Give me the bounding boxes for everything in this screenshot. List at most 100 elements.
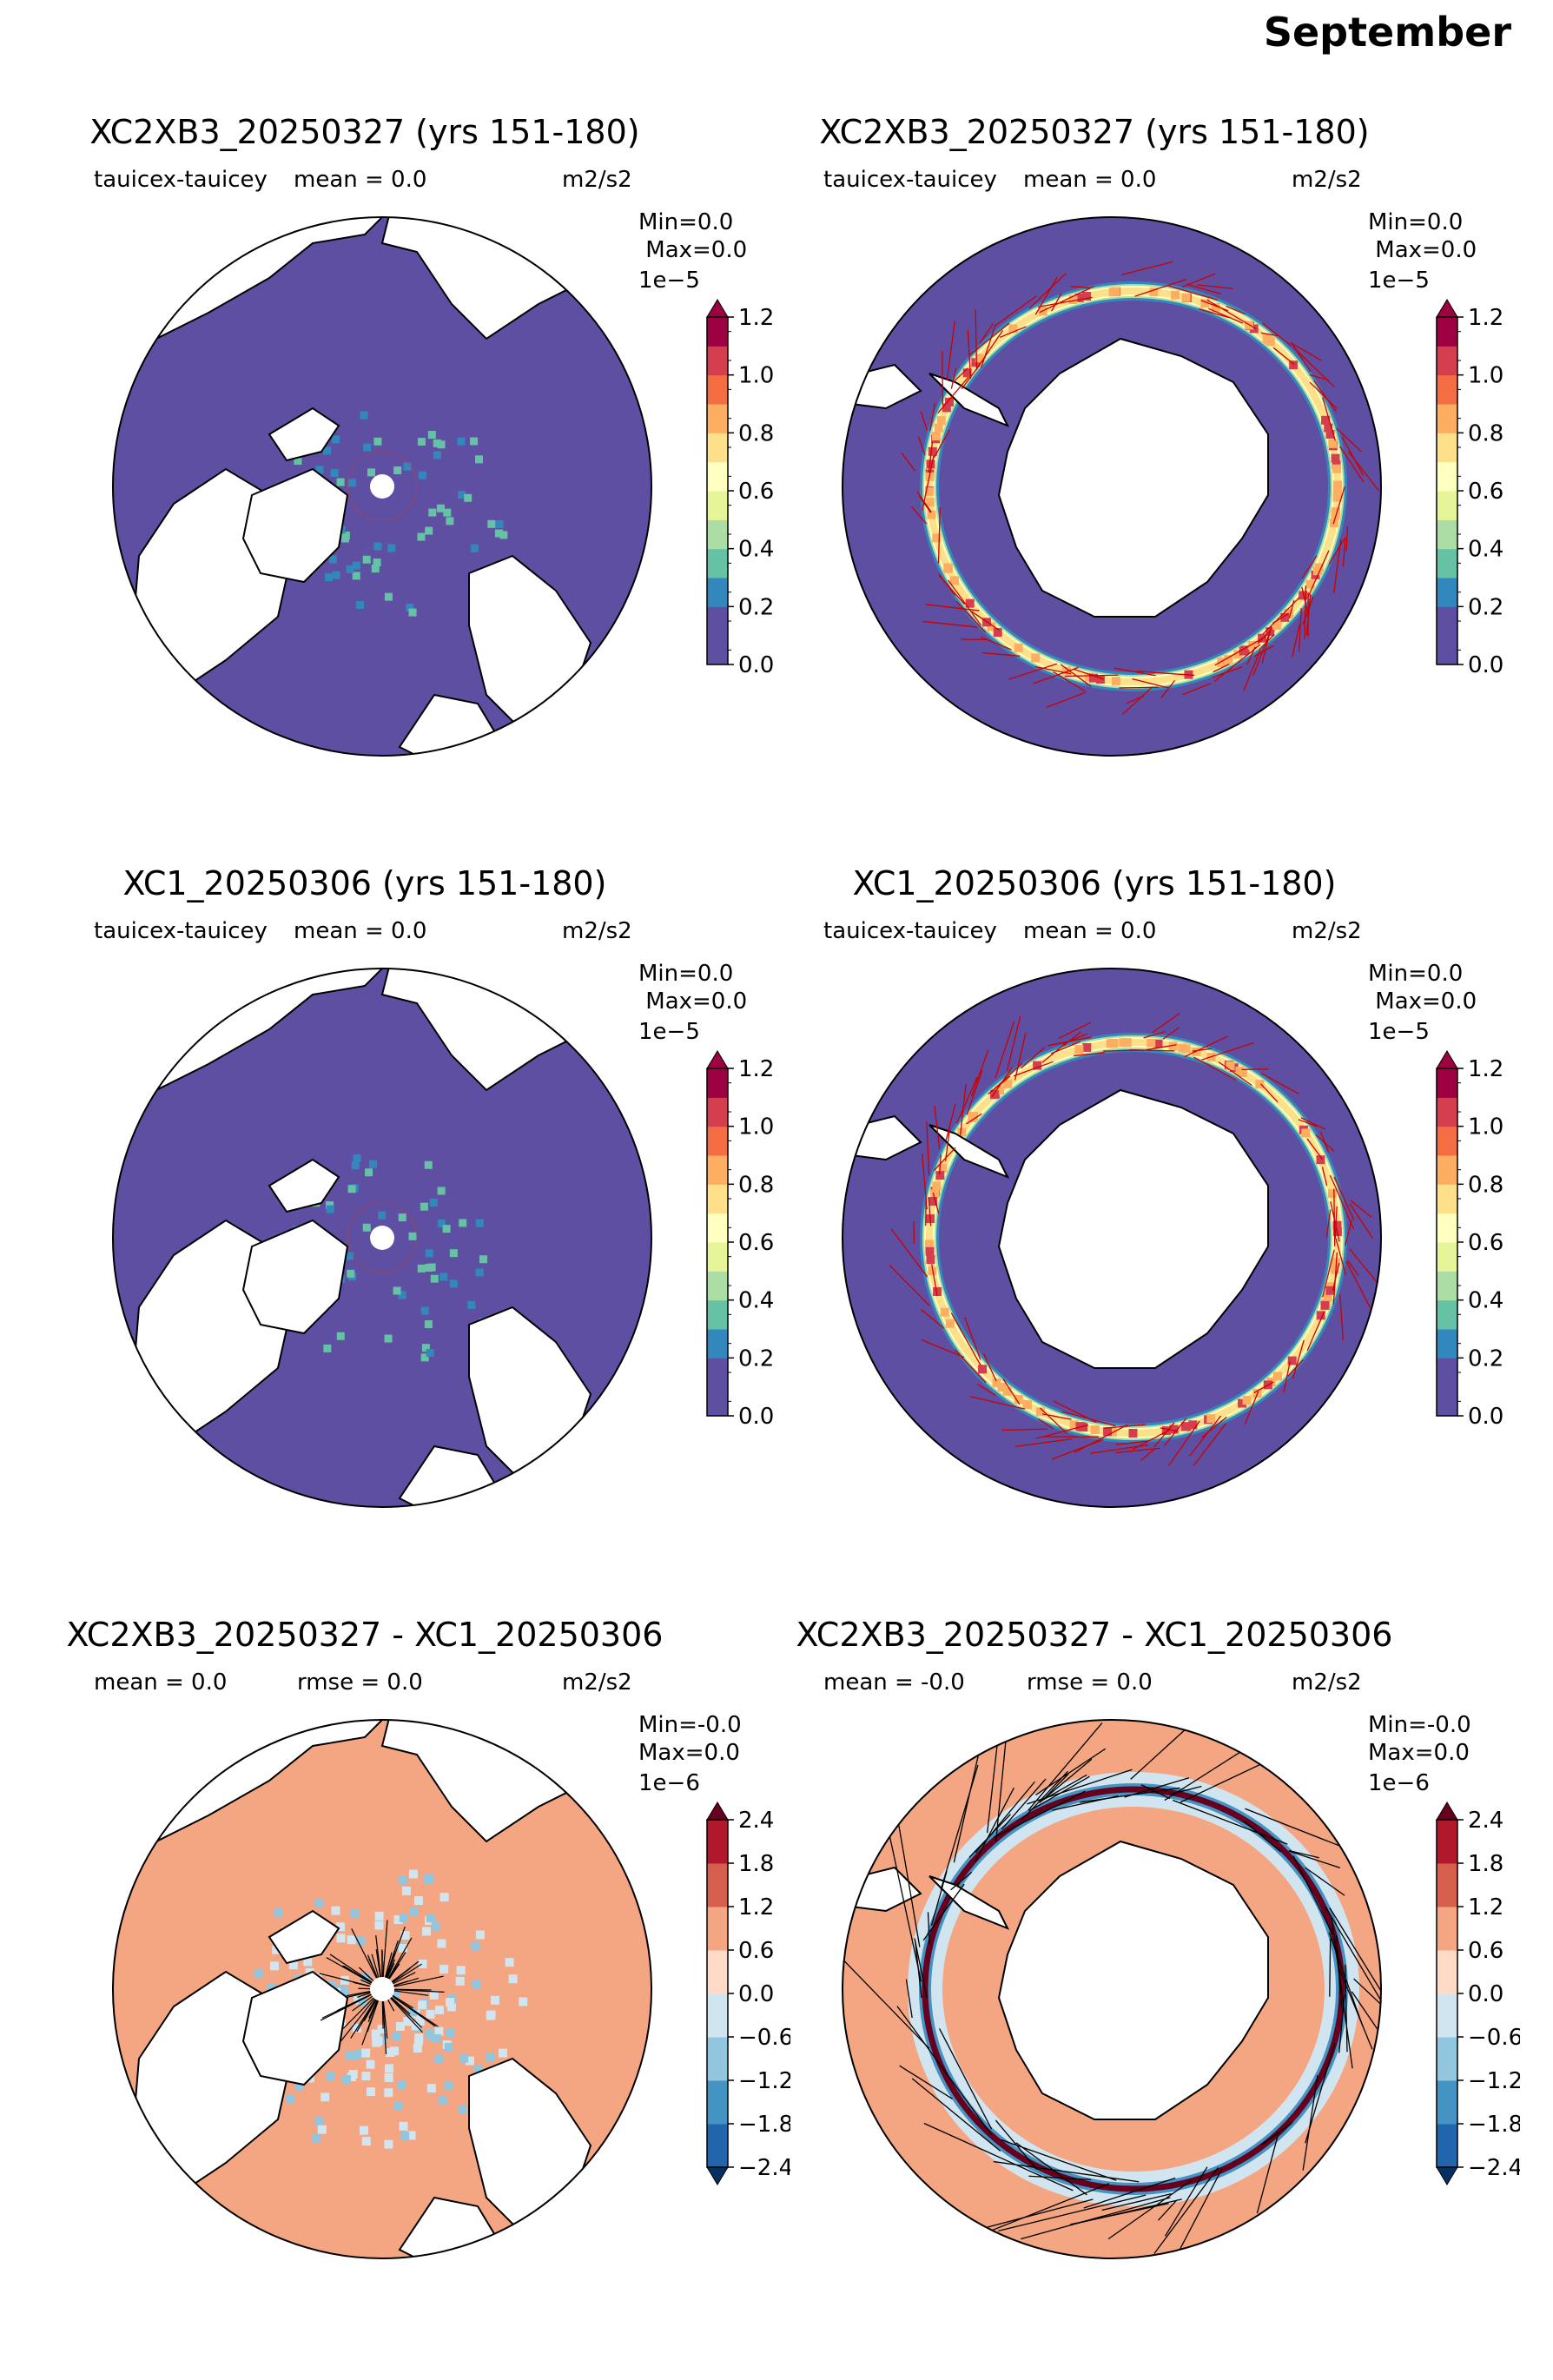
ice-cell — [431, 1275, 439, 1283]
colorbar-bin — [1437, 578, 1457, 607]
units-label: m2/s2 — [1292, 1669, 1362, 1696]
units-label: m2/s2 — [562, 1669, 632, 1696]
ice-cell — [363, 444, 371, 452]
ice-cell — [437, 440, 445, 448]
ice-cell — [926, 1255, 935, 1264]
ice-cell — [1255, 1080, 1264, 1088]
colorbar-tick-label: −1.8 — [1468, 2112, 1520, 2138]
colorbar-tick-label: 1.2 — [1468, 1894, 1503, 1921]
ice-cell — [419, 472, 426, 479]
map-field — [104, 208, 660, 764]
ice-cell — [495, 530, 503, 538]
ice-cell — [363, 556, 371, 564]
colorbar-bin — [707, 1950, 728, 1994]
ice-cell — [409, 1870, 418, 1879]
stress-vector — [914, 1222, 915, 1244]
ice-cell — [519, 1997, 527, 2006]
ice-cell — [432, 1922, 440, 1931]
panel-title: XC2XB3_20250327 (yrs 151-180) — [747, 113, 1442, 151]
colorbar-tick-label: 0.6 — [1468, 1938, 1503, 1964]
ice-cell — [926, 1247, 935, 1256]
ice-cell — [937, 416, 946, 425]
ice-cell — [1091, 1425, 1100, 1434]
ice-cell — [350, 1909, 359, 1918]
colorbar-bin — [1437, 1127, 1457, 1156]
colorbar: 0.00.20.40.60.81.01.2 — [1407, 1042, 1520, 1442]
ice-cell — [385, 593, 393, 601]
panel-title: XC1_20250306 (yrs 151-180) — [17, 864, 712, 902]
ice-cell — [950, 576, 959, 585]
colorbar-bin — [707, 636, 728, 665]
ice-cell — [400, 1914, 408, 1922]
stress-vector — [1103, 1050, 1145, 1051]
stress-vector — [1330, 1939, 1331, 1997]
ice-cell — [425, 1161, 433, 1169]
ice-cell — [1003, 1387, 1012, 1396]
colorbar-bin — [1437, 1820, 1457, 1864]
ice-cell — [1128, 1429, 1137, 1438]
colorbar-tick-label: 0.4 — [1468, 1288, 1503, 1314]
ice-cell — [1031, 653, 1040, 662]
ice-cell — [353, 1154, 360, 1162]
ice-cell — [459, 2106, 467, 2114]
map-field — [104, 1711, 660, 2267]
map-field — [834, 1711, 1390, 2267]
colorbar-bin — [1437, 636, 1457, 665]
ice-cell — [314, 2117, 323, 2125]
ice-cell — [375, 1912, 384, 1921]
colorbar-bin — [707, 1127, 728, 1156]
stress-vector — [961, 639, 986, 640]
colorbar-bin — [707, 491, 728, 520]
ice-cell — [443, 1225, 451, 1233]
ice-cell — [351, 2051, 360, 2059]
colorbar-bin — [707, 1097, 728, 1127]
ice-cell — [1014, 644, 1023, 652]
ice-cell — [426, 1914, 435, 1922]
ice-cell — [467, 1301, 475, 1309]
ice-cell — [374, 1921, 383, 1930]
rmse-label: rmse = 0.0 — [1027, 1669, 1153, 1696]
ice-cell — [443, 509, 451, 517]
colorbar-bin — [1437, 1155, 1457, 1185]
ice-cell — [337, 1934, 346, 1942]
mean-label: mean = 0.0 — [294, 167, 426, 193]
ice-cell — [1328, 440, 1337, 448]
colorbar-bin — [1437, 549, 1457, 578]
ice-cell — [356, 601, 364, 609]
ice-cell — [464, 494, 472, 502]
ice-cell — [457, 1966, 466, 1974]
ice-cell — [418, 438, 426, 446]
ice-cell — [457, 438, 465, 446]
ice-cell — [487, 520, 495, 528]
ice-cell — [437, 1939, 446, 1947]
ice-cell — [402, 1887, 411, 1895]
stress-vector — [1242, 1069, 1269, 1070]
colorbar-bin — [1437, 462, 1457, 492]
colorbar-bin — [707, 1184, 728, 1213]
colorbar-extend-max — [1437, 1802, 1457, 1820]
colorbar-bin — [1437, 1329, 1457, 1359]
variable-label: tauicex-tauicey — [94, 167, 268, 193]
colorbar-bin — [707, 549, 728, 578]
ice-cell — [1074, 1045, 1083, 1054]
colorbar-tick-label: 1.8 — [1468, 1851, 1503, 1877]
colorbar-bin — [707, 1242, 728, 1272]
ice-cell — [347, 1270, 354, 1278]
ice-cell — [425, 527, 433, 535]
colorbar-bin — [1437, 1993, 1457, 2038]
ice-cell — [479, 1255, 487, 1263]
ice-cell — [446, 517, 453, 525]
ice-cell — [270, 1961, 279, 1970]
ice-cell — [369, 1160, 377, 1168]
ice-cell — [1264, 335, 1272, 344]
ice-cell — [1112, 288, 1120, 296]
colorbar-extend-max — [1437, 300, 1457, 317]
colorbar-tick-label: 1.2 — [1468, 1056, 1503, 1082]
pole-hole — [370, 1977, 394, 2001]
colorbar-bin — [1437, 1387, 1457, 1417]
ice-cell — [385, 1335, 393, 1343]
ice-cell — [274, 1908, 283, 1917]
ice-cell — [446, 2029, 455, 2038]
ice-cell — [942, 403, 951, 412]
ice-cell — [323, 1345, 331, 1352]
